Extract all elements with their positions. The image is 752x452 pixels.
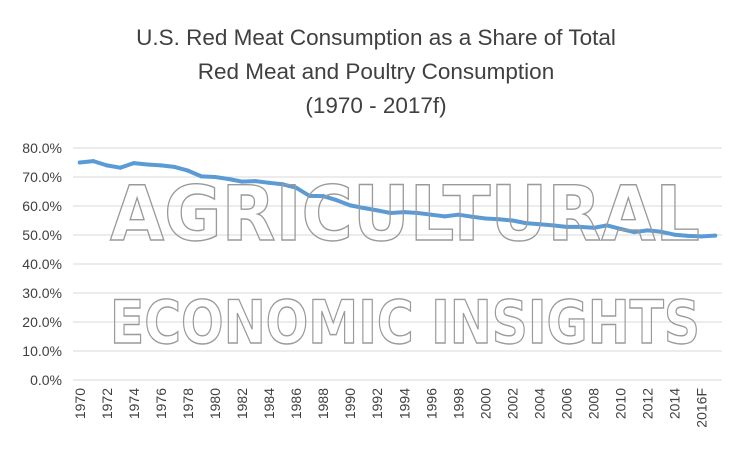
y-tick-label: 60.0% (22, 198, 62, 214)
chart-title-line-2: Red Meat and Poultry Consumption (198, 59, 554, 84)
x-tick-label: 2002 (504, 388, 520, 419)
y-tick-label: 20.0% (22, 314, 62, 330)
data-point (456, 212, 461, 217)
y-tick-label: 0.0% (30, 372, 62, 388)
x-tick-label: 2010 (613, 388, 629, 419)
x-tick-label: 1982 (234, 388, 250, 419)
data-point (375, 208, 380, 213)
x-tick-label: 1978 (180, 388, 196, 419)
data-point (172, 164, 177, 169)
y-tick-label: 10.0% (22, 343, 62, 359)
data-point (91, 159, 96, 164)
x-tick-label: 1976 (153, 388, 169, 419)
data-point (605, 223, 610, 228)
data-point (307, 193, 312, 198)
data-point (699, 234, 704, 239)
data-point (523, 221, 528, 226)
x-tick-label: 1990 (342, 388, 358, 419)
data-point (240, 179, 244, 184)
data-point (118, 165, 123, 170)
data-point (294, 185, 299, 190)
x-tick-label: 2004 (531, 388, 547, 419)
data-point (280, 182, 285, 187)
data-point (429, 212, 434, 217)
data-point (348, 203, 353, 208)
x-axis-tick-labels: 1970 1972 1974 1976 1978 1980 1982 1984 1986 1988… (72, 388, 710, 428)
data-point (469, 214, 474, 219)
data-point (402, 210, 407, 215)
data-point (226, 177, 231, 181)
data-point (672, 232, 677, 237)
data-point (213, 175, 217, 179)
y-tick-label: 40.0% (22, 256, 62, 272)
x-tick-label: 1974 (126, 388, 142, 419)
data-point (185, 168, 190, 173)
x-tick-label: 1986 (288, 388, 304, 419)
data-point (645, 228, 650, 233)
series-line (77, 159, 718, 239)
x-tick-label: 1996 (423, 388, 439, 419)
data-point (537, 222, 542, 227)
data-point (199, 174, 204, 179)
data-point (158, 163, 163, 168)
x-tick-label: 2008 (586, 388, 602, 419)
watermark-line-2: ECONOMIC INSIGHTS (110, 288, 700, 358)
data-point (686, 233, 691, 238)
data-point (713, 233, 718, 238)
data-point (591, 225, 596, 230)
x-tick-label: 1980 (207, 388, 223, 419)
gridlines (73, 147, 722, 381)
x-tick-label: 1988 (315, 388, 331, 419)
x-tick-label: 2012 (640, 388, 656, 419)
data-point (77, 160, 82, 165)
x-tick-label: 1998 (450, 388, 466, 419)
data-point (253, 179, 258, 184)
y-tick-label: 70.0% (22, 169, 62, 185)
data-point (551, 223, 555, 228)
x-tick-label: 1994 (396, 388, 412, 419)
x-tick-label: 2000 (477, 388, 493, 419)
data-point (334, 198, 339, 203)
watermark: AGRICULTURAL ECONOMIC INSIGHTS (109, 168, 700, 358)
x-tick-label: 2006 (559, 388, 575, 419)
x-tick-label: 1970 (72, 388, 88, 419)
data-point (510, 218, 515, 223)
data-point (145, 162, 150, 167)
x-tick-label: 1984 (261, 388, 277, 419)
data-point (442, 214, 447, 219)
data-series (77, 159, 718, 239)
y-tick-label: 50.0% (22, 227, 62, 243)
x-tick-label: 2014 (667, 388, 683, 419)
x-tick-label: 2016F (694, 388, 710, 428)
chart-title-line-1: U.S. Red Meat Consumption as a Share of … (136, 25, 616, 50)
data-point (496, 217, 501, 222)
data-point (321, 194, 326, 199)
data-point (578, 224, 582, 229)
x-tick-label: 1972 (99, 388, 115, 419)
chart-title-line-3: (1970 - 2017f) (305, 93, 446, 118)
data-point (632, 230, 637, 235)
data-point (659, 229, 664, 234)
x-tick-label: 1992 (369, 388, 385, 419)
data-point (564, 224, 569, 229)
data-point (415, 211, 420, 215)
y-tick-label: 80.0% (22, 140, 62, 156)
data-point (361, 206, 366, 210)
data-point (388, 211, 393, 215)
data-point (104, 163, 109, 168)
watermark-line-1: AGRICULTURAL (110, 169, 700, 258)
data-point (131, 161, 136, 166)
data-point (618, 226, 623, 231)
y-tick-label: 30.0% (22, 285, 62, 301)
y-axis-tick-labels: 0.0% 10.0% 20.0% 30.0% 40.0% 50.0% 60.0% 70.0% 8… (22, 140, 62, 388)
data-point (483, 216, 488, 221)
data-point (267, 180, 272, 185)
chart-title: U.S. Red Meat Consumption as a Share of … (136, 25, 616, 118)
